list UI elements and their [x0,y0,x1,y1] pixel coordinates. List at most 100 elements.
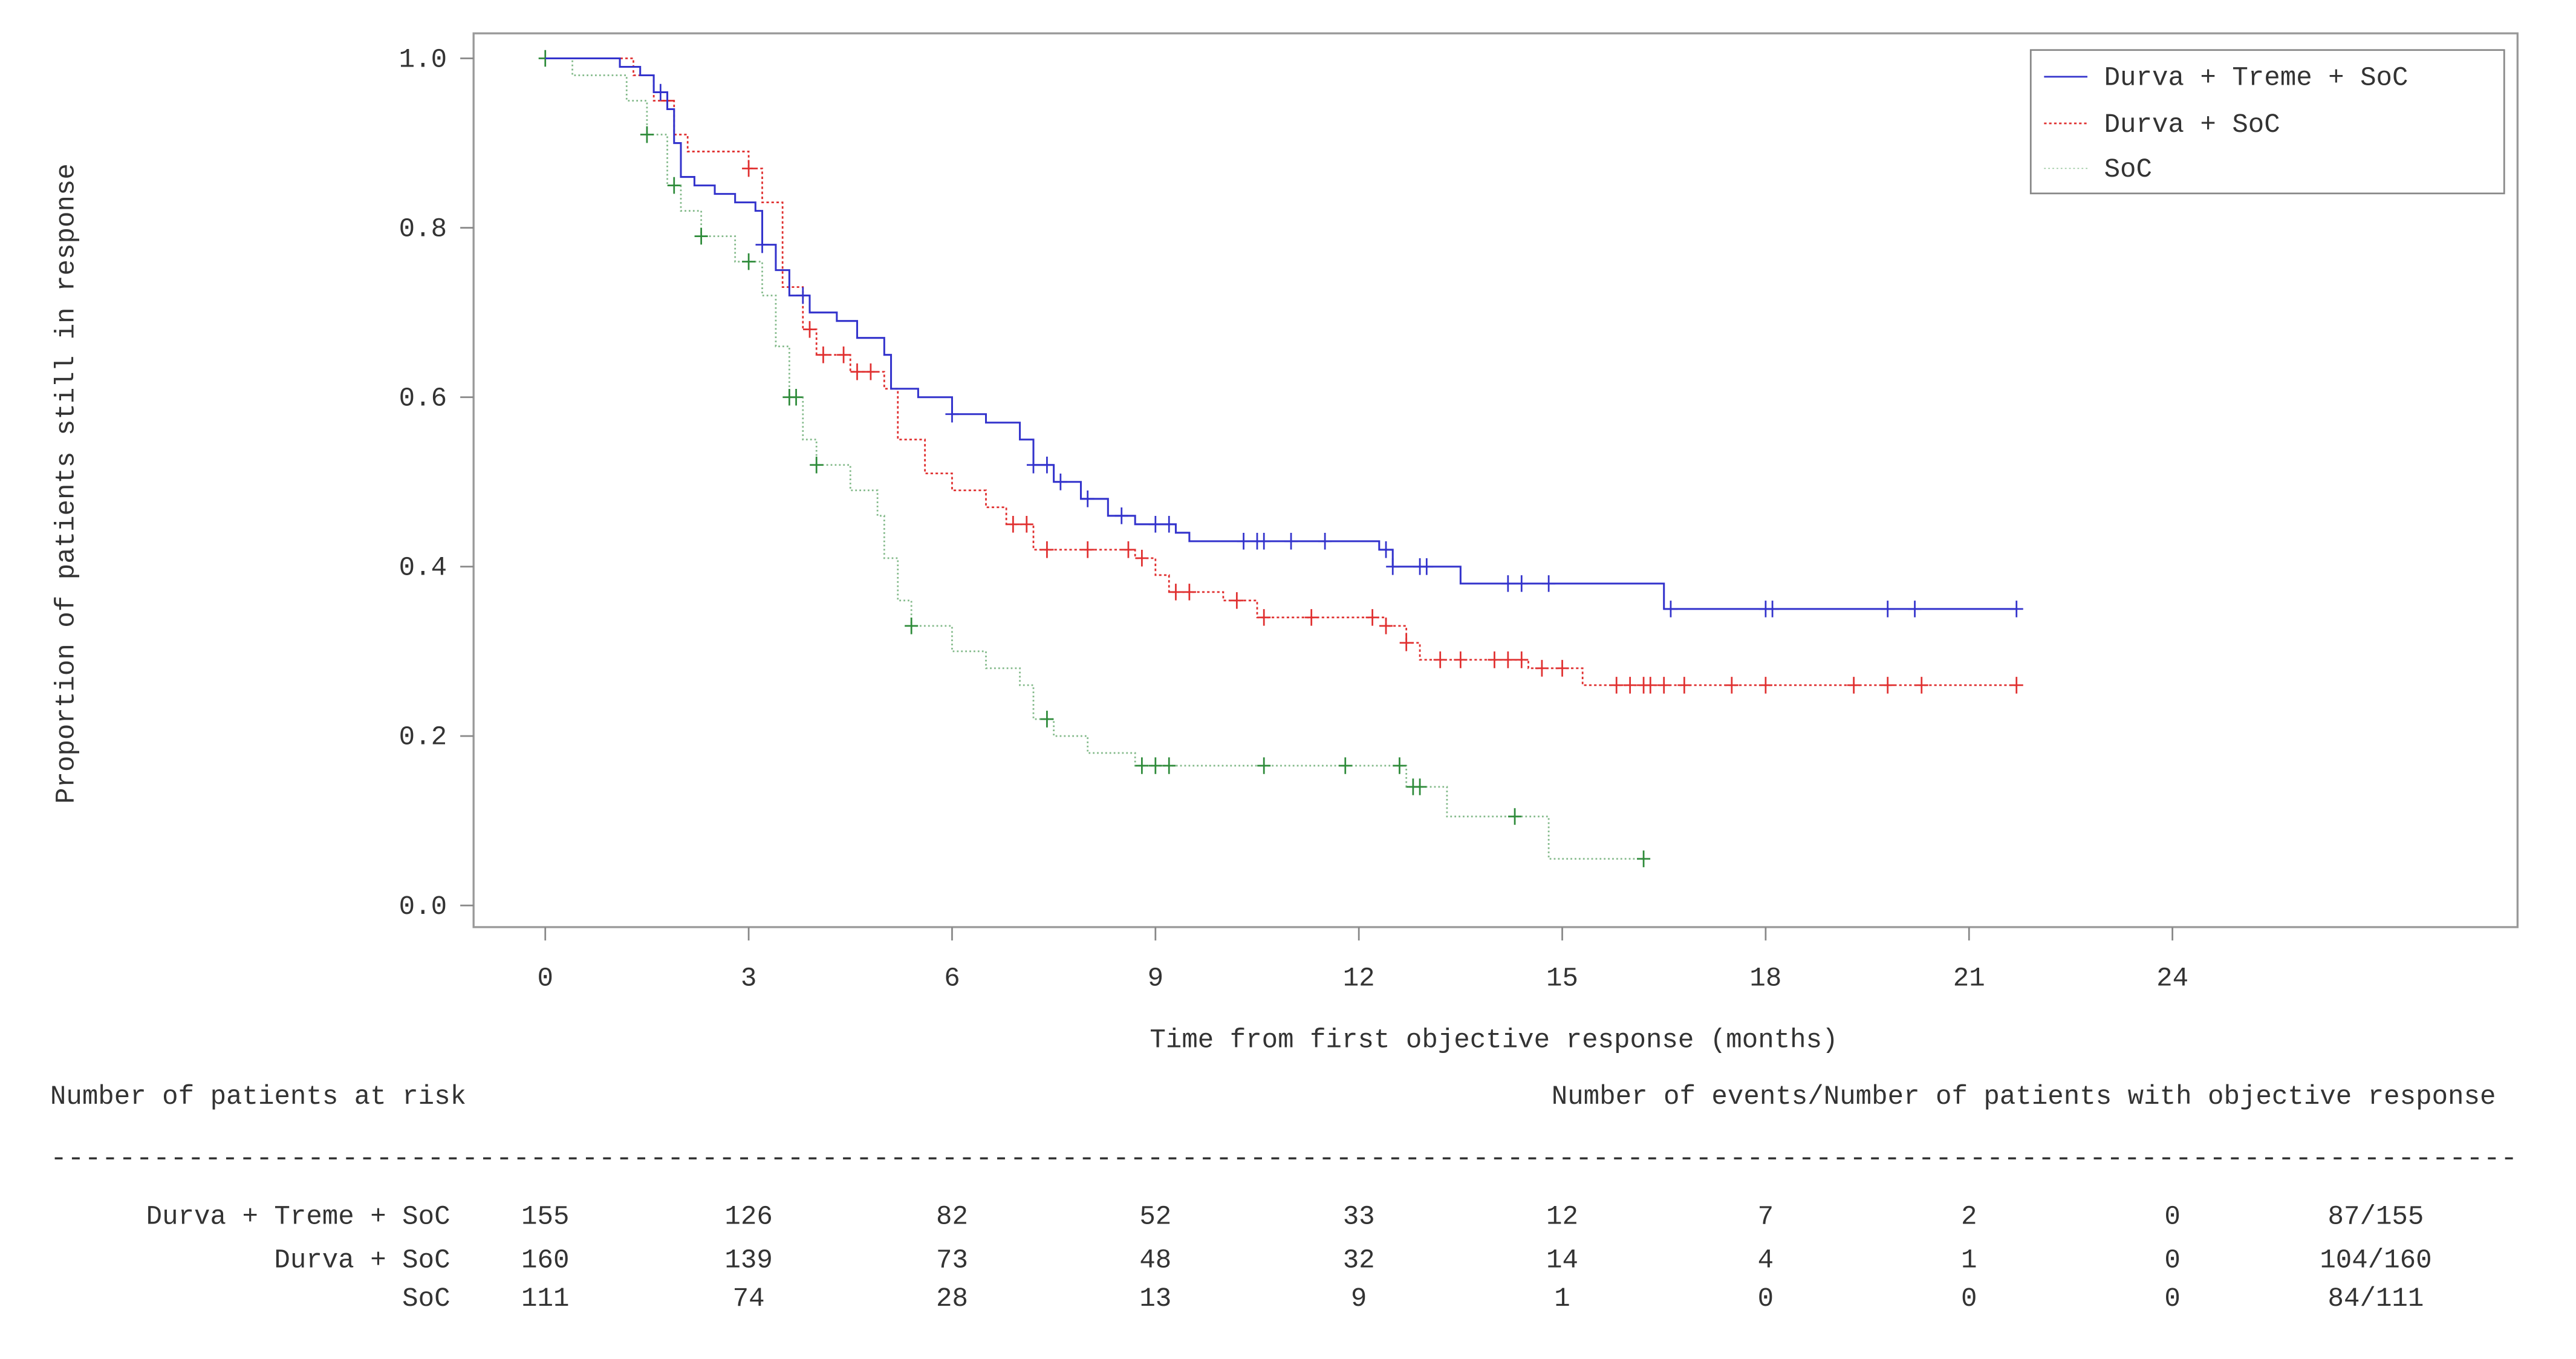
censor-mark [1914,677,1928,694]
legend-label-2: SoC [2104,155,2152,185]
y-tick-label: 0.8 [399,214,447,244]
km-curve-1 [545,57,2017,686]
events-ratio: 84/111 [2328,1284,2424,1314]
censor-mark [1454,651,1468,668]
censor-mark [694,227,708,245]
risk-count: 0 [2164,1245,2180,1276]
risk-count: 0 [1961,1284,1977,1314]
risk-table: Number of patients at risk Number of eve… [50,1082,2517,1314]
censor-mark [654,83,668,101]
x-tick-label: 0 [537,963,553,994]
censor-mark [1040,456,1054,474]
risk-table-divider: ----------------------------------------… [50,1144,2517,1174]
x-tick-label: 3 [741,963,756,994]
censor-mark [1908,601,1922,618]
censor-mark [1542,575,1556,592]
censor-mark [1257,533,1271,550]
censor-mark [1766,601,1780,618]
x-tick-label: 9 [1148,963,1163,994]
censor-mark [1420,558,1434,575]
censor-mark [1379,618,1393,634]
risk-count: 13 [1139,1284,1171,1314]
y-tick-label: 0.4 [399,553,447,584]
censor-mark [864,363,877,380]
x-axis-label: Time from first objective response (mont… [1150,1025,1838,1055]
censor-mark [1644,677,1657,694]
risk-count: 28 [936,1284,968,1314]
risk-count: 1 [1554,1284,1570,1314]
censor-mark [837,346,851,363]
axes: 0 3 6 9 12 15 18 21 24 0.0 0.2 0.4 0.6 0.8 1.0 [399,45,2188,994]
risk-count: 14 [1546,1245,1578,1276]
censor-mark [1501,575,1515,592]
censor-mark [1257,757,1271,774]
censor-mark [1237,533,1251,550]
risk-count: 9 [1351,1284,1367,1314]
censor-mark [1257,609,1271,626]
censor-mark [1148,757,1162,774]
legend: Durva + Treme + SoC Durva + SoC SoC [2029,49,2505,195]
risk-count: 0 [2164,1284,2180,1314]
risk-count: 82 [936,1202,968,1233]
risk-table-title: Number of patients at risk [50,1082,466,1112]
censor-mark [1515,575,1529,592]
x-tick-label: 18 [1749,963,1781,994]
risk-row-label: Durva + Treme + SoC [146,1202,450,1233]
censor-mark [1758,677,1772,694]
censor-mark [1121,541,1135,558]
censor-mark [1318,533,1332,550]
x-tick-label: 15 [1546,963,1578,994]
censor-mark [1148,516,1162,533]
censor-mark [1379,541,1393,558]
censor-mark [789,388,803,406]
censor-mark [742,253,756,270]
risk-row-label: SoC [402,1284,450,1314]
censor-mark [1393,757,1407,774]
censor-mark [1020,516,1033,533]
risk-count: 0 [1758,1284,1774,1314]
risk-count: 155 [521,1202,569,1233]
censor-mark [1081,541,1094,558]
censor-mark [1881,677,1895,694]
y-tick-label: 0.0 [399,892,447,922]
censor-mark [1169,584,1183,601]
censor-mark [1081,490,1094,507]
risk-count: 111 [521,1284,569,1314]
censor-mark [1135,550,1149,567]
censor-mark [1284,533,1298,550]
km-curve-2 [545,57,1644,860]
censor-mark [816,346,830,363]
legend-box [2029,49,2505,195]
risk-count: 48 [1139,1245,1171,1276]
y-tick-label: 1.0 [399,45,447,75]
censor-mark [1162,516,1176,533]
legend-label-0: Durva + Treme + SoC [2104,64,2408,94]
censor-mark [1114,507,1128,524]
censor-mark [1881,601,1895,618]
risk-count: 73 [936,1245,968,1276]
censor-mark [1725,677,1738,694]
censor-mark [1657,677,1671,694]
risk-count: 2 [1961,1202,1977,1233]
censor-mark [1637,850,1651,867]
y-axis-label: Proportion of patients still in response [51,163,82,804]
censor-mark [742,160,756,177]
risk-count: 126 [724,1202,772,1233]
risk-count: 139 [724,1245,772,1276]
censor-mark [755,236,769,253]
censor-mark [1515,651,1529,668]
risk-count: 1 [1961,1245,1977,1276]
censor-mark [1182,584,1196,601]
censor-mark [1501,651,1515,668]
censor-mark [905,618,919,634]
censor-mark [667,177,681,194]
x-tick-label: 21 [1953,963,1985,994]
censor-mark [1508,808,1522,825]
risk-count: 160 [521,1245,569,1276]
censor-mark [1162,757,1176,774]
censor-mark [1135,757,1149,774]
censor-mark [1847,677,1861,694]
censor-mark [1365,609,1379,626]
risk-count: 74 [733,1284,765,1314]
censor-mark [1433,651,1447,668]
